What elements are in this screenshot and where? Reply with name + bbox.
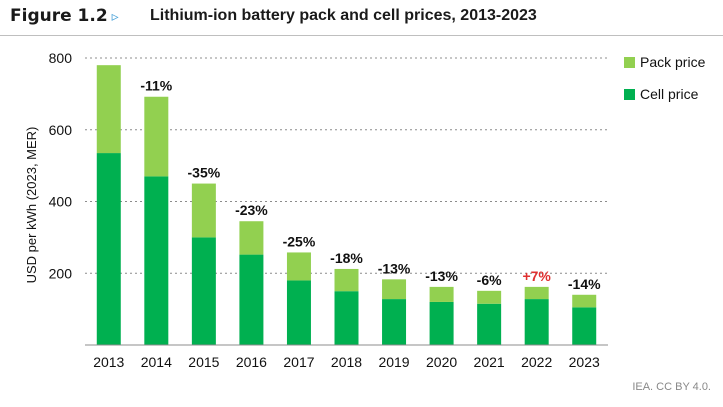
y-tick-400: 400: [49, 194, 73, 210]
figure-header: Figure 1.2 ▹ Lithium-ion battery pack and…: [0, 0, 723, 36]
legend: Pack price Cell price: [624, 54, 706, 102]
x-tick-2019: 2019: [378, 354, 409, 370]
bar-cell-2015: [191, 237, 216, 345]
y-tick-800: 800: [49, 50, 73, 66]
x-tick-2022: 2022: [521, 354, 552, 370]
change-labels: -11% -35% -23% -25% -18% -13% -13% -6% +7% -14%: [140, 78, 601, 292]
change-label-2016: -23%: [235, 202, 268, 218]
y-tick-200: 200: [49, 265, 73, 281]
change-label-2015: -35%: [188, 165, 221, 181]
bar-pack-2019: [382, 279, 407, 300]
x-tick-2021: 2021: [474, 354, 505, 370]
change-label-2022: +7%: [522, 268, 551, 284]
bar-pack-2013: [96, 65, 121, 154]
change-label-2018: -18%: [330, 250, 363, 266]
bar-pack-2023: [572, 294, 597, 308]
bar-pack-2018: [334, 268, 359, 292]
figure-label: Figure 1.2 ▹: [10, 6, 119, 26]
change-label-2020: -13%: [425, 268, 458, 284]
bar-cell-2020: [429, 301, 454, 345]
bar-cell-2022: [524, 299, 549, 345]
bars: [96, 65, 597, 345]
bar-pack-2021: [477, 290, 502, 304]
legend-swatch-pack: [624, 57, 635, 68]
bar-cell-2017: [286, 280, 311, 345]
bar-pack-2022: [524, 286, 549, 300]
bar-cell-2023: [572, 307, 597, 345]
bar-cell-2021: [477, 303, 502, 345]
bar-cell-2016: [239, 254, 264, 345]
chart-title: Lithium-ion battery pack and cell prices…: [150, 7, 537, 24]
change-label-2019: -13%: [378, 260, 411, 276]
legend-swatch-cell: [624, 89, 635, 100]
change-label-2017: -25%: [283, 233, 316, 249]
x-tick-2014: 2014: [141, 354, 172, 370]
bar-pack-2020: [429, 286, 454, 302]
triangle-arrow-icon: ▹: [111, 9, 119, 25]
x-tick-2013: 2013: [93, 354, 124, 370]
legend-label-cell: Cell price: [640, 86, 699, 102]
header-divider: [0, 35, 723, 36]
bar-pack-2016: [239, 221, 264, 255]
y-tick-600: 600: [49, 122, 73, 138]
bar-cell-2019: [382, 299, 407, 345]
x-tick-2020: 2020: [426, 354, 457, 370]
bar-pack-2015: [191, 183, 216, 238]
bar-pack-2017: [286, 252, 311, 281]
credit-text: IEA. CC BY 4.0.: [632, 381, 711, 393]
bar-cell-2014: [144, 176, 169, 345]
y-axis-ticks: 200 400 600 800: [49, 50, 73, 281]
x-tick-2016: 2016: [236, 354, 267, 370]
x-tick-2017: 2017: [283, 354, 314, 370]
change-label-2014: -11%: [140, 78, 172, 94]
y-axis-label: USD per kWh (2023, MER): [24, 127, 39, 284]
x-axis-ticks: 2013 2014 2015 2016 2017 2018 2019 2020 2021 2022…: [93, 354, 600, 370]
x-tick-2023: 2023: [569, 354, 600, 370]
bar-cell-2013: [96, 153, 121, 345]
x-tick-2015: 2015: [188, 354, 219, 370]
change-label-2023: -14%: [568, 276, 601, 292]
change-label-2021: -6%: [477, 272, 502, 288]
x-tick-2018: 2018: [331, 354, 362, 370]
bar-pack-2014: [144, 96, 169, 177]
legend-label-pack: Pack price: [640, 54, 706, 70]
bar-cell-2018: [334, 291, 359, 345]
